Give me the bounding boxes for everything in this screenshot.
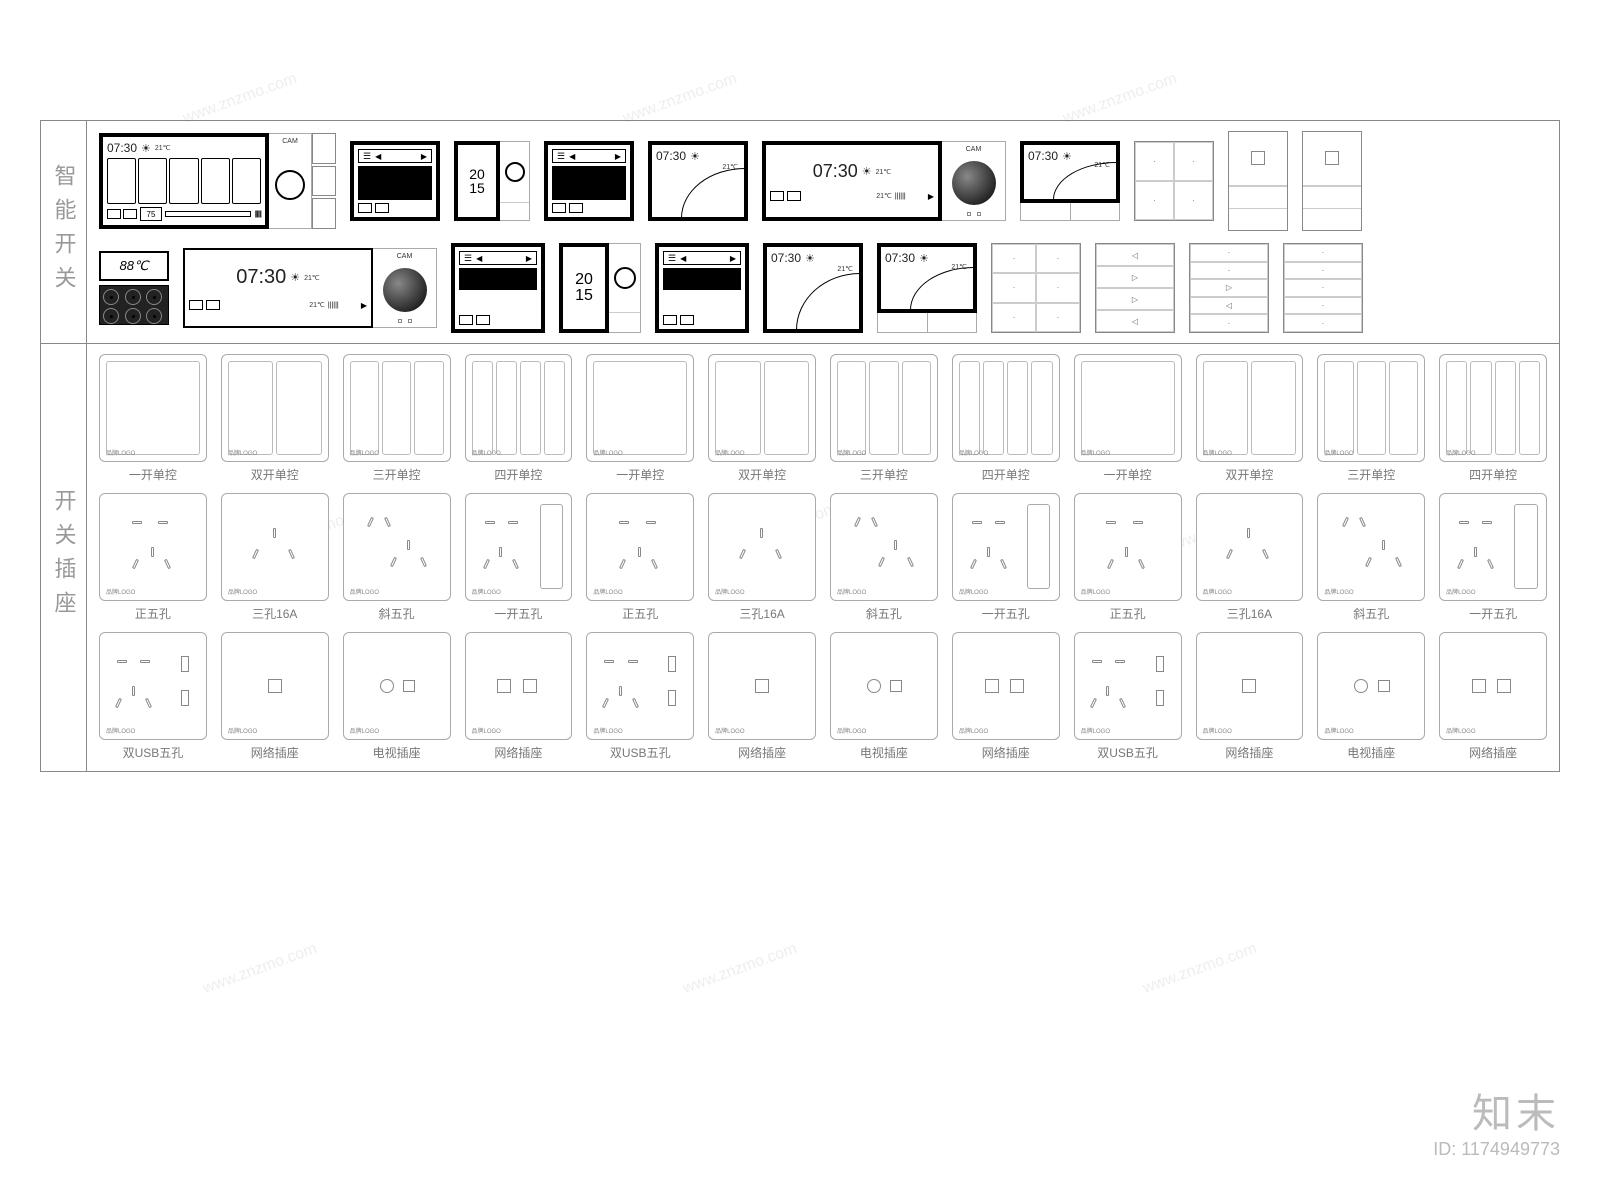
switch-4gang: 品牌LOGO 四开单控 [465, 354, 573, 483]
section-outlets: 开关插座 品牌LOGO 一开单控 品牌LOGO 双开单控 品牌LOGO 三开单控… [41, 344, 1559, 771]
socket-5hole: 品牌LOGO正五孔 [1074, 493, 1182, 622]
switch-2gang: 品牌LOGO 双开单控 [221, 354, 329, 483]
smart-panel-media: ☰◀▶ [350, 141, 440, 221]
temp-label: 21℃ [155, 144, 171, 152]
socket-3hole: 品牌LOGO三孔16A [1196, 493, 1304, 622]
dial-knob[interactable] [275, 170, 305, 200]
drawing-canvas: 智能开关 07:30☀21℃ 75 [40, 120, 1560, 772]
outlet-grid: 品牌LOGO 一开单控 品牌LOGO 双开单控 品牌LOGO 三开单控 品牌LO… [99, 354, 1547, 761]
socket-network-double: 品牌LOGO网络插座 [952, 632, 1060, 761]
smart-btn-5row-2[interactable]: ····· [1283, 243, 1363, 333]
smart-btn-5row[interactable]: ··▷◁· [1189, 243, 1269, 333]
switch-4gang: 品牌LOGO 四开单控 [952, 354, 1060, 483]
smart-panel-clock-3: 07:30☀21℃ [763, 243, 863, 333]
smart-row-1: 07:30☀21℃ 75 |||||||| [99, 131, 1547, 231]
watermark-url: www.znzmo.com [201, 940, 320, 998]
switch-3gang: 品牌LOGO 三开单控 [1317, 354, 1425, 483]
socket-usb5: 品牌LOGO双USB五孔 [586, 632, 694, 761]
switch-1gang: 品牌LOGO 一开单控 [1074, 354, 1182, 483]
smart-panel-media-3: ☰◀▶ [451, 243, 545, 333]
section-smart-label: 智能开关 [41, 121, 87, 343]
smart-panel-wide: 07:30☀21℃ 21℃||||||▶ [762, 141, 942, 221]
clock-time: 07:30 [107, 141, 137, 155]
smart-panel-media-4: ☰◀▶ [655, 243, 749, 333]
switch-3gang: 品牌LOGO 三开单控 [830, 354, 938, 483]
socket-diag5: 品牌LOGO斜五孔 [830, 493, 938, 622]
smart-panel-year: 20 15 [454, 141, 500, 221]
socket-3hole: 品牌LOGO三孔16A [708, 493, 816, 622]
socket-usb5: 品牌LOGO双USB五孔 [99, 632, 207, 761]
watermark-url: www.znzmo.com [681, 940, 800, 998]
smart-btn-3x2[interactable]: ······ [991, 243, 1081, 333]
switch-4gang: 品牌LOGO 四开单控 [1439, 354, 1547, 483]
socket-tv: 品牌LOGO电视插座 [343, 632, 451, 761]
socket-5hole: 品牌LOGO正五孔 [99, 493, 207, 622]
section-smart: 智能开关 07:30☀21℃ 75 [41, 121, 1559, 344]
smart-panel-clock-sm: 07:30☀ 21℃ [648, 141, 748, 221]
socket-1sw5hole: 品牌LOGO一开五孔 [1439, 493, 1547, 622]
switch-3gang: 品牌LOGO 三开单控 [343, 354, 451, 483]
smart-row-2: 88℃ 07:30☀21℃ 21℃||||||▶ [99, 243, 1547, 333]
watermark: 知末 ID: 1174949773 [1433, 1081, 1560, 1160]
smart-btn-2x2[interactable]: ···· [1134, 141, 1214, 221]
smart-btn-4row[interactable]: ◁▷▷◁ [1095, 243, 1175, 333]
switch-2gang: 品牌LOGO 双开单控 [708, 354, 816, 483]
socket-5hole: 品牌LOGO正五孔 [586, 493, 694, 622]
switch-1gang: 品牌LOGO 一开单控 [586, 354, 694, 483]
socket-network: 品牌LOGO网络插座 [708, 632, 816, 761]
socket-tv: 品牌LOGO电视插座 [1317, 632, 1425, 761]
smart-panel-wide-2: 07:30☀21℃ 21℃||||||▶ [183, 248, 373, 328]
socket-network-double: 品牌LOGO网络插座 [465, 632, 573, 761]
socket-diag5: 品牌LOGO斜五孔 [1317, 493, 1425, 622]
smart-panel-clock-4: 07:30☀21℃ [877, 243, 977, 313]
socket-tv: 品牌LOGO电视插座 [830, 632, 938, 761]
smart-panel-tall-2[interactable] [1302, 131, 1362, 231]
smart-panel-year-2: 20 15 [559, 243, 609, 333]
smart-panel-clock-2: 07:30☀21℃ [1020, 141, 1120, 203]
switch-2gang: 品牌LOGO 双开单控 [1196, 354, 1304, 483]
smart-panel-large: 07:30☀21℃ 75 |||||||| [99, 133, 269, 229]
cam-label: CAM [282, 138, 298, 145]
dial-knob-dark-2[interactable] [383, 268, 427, 312]
socket-1sw5hole: 品牌LOGO一开五孔 [465, 493, 573, 622]
watermark-url: www.znzmo.com [1141, 940, 1260, 998]
socket-usb5: 品牌LOGO双USB五孔 [1074, 632, 1182, 761]
temp-display: 88℃ [99, 251, 169, 281]
socket-diag5: 品牌LOGO斜五孔 [343, 493, 451, 622]
switch-1gang: 品牌LOGO 一开单控 [99, 354, 207, 483]
socket-network-double: 品牌LOGO网络插座 [1439, 632, 1547, 761]
smart-panel-tall-1[interactable] [1228, 131, 1288, 231]
socket-network: 品牌LOGO网络插座 [1196, 632, 1304, 761]
sun-icon: ☀ [141, 142, 151, 155]
section-outlets-label: 开关插座 [41, 344, 87, 771]
dial-knob-dark[interactable] [952, 161, 996, 205]
socket-3hole: 品牌LOGO三孔16A [221, 493, 329, 622]
socket-1sw5hole: 品牌LOGO一开五孔 [952, 493, 1060, 622]
smart-panel-media-2: ☰◀▶ [544, 141, 634, 221]
socket-network: 品牌LOGO网络插座 [221, 632, 329, 761]
